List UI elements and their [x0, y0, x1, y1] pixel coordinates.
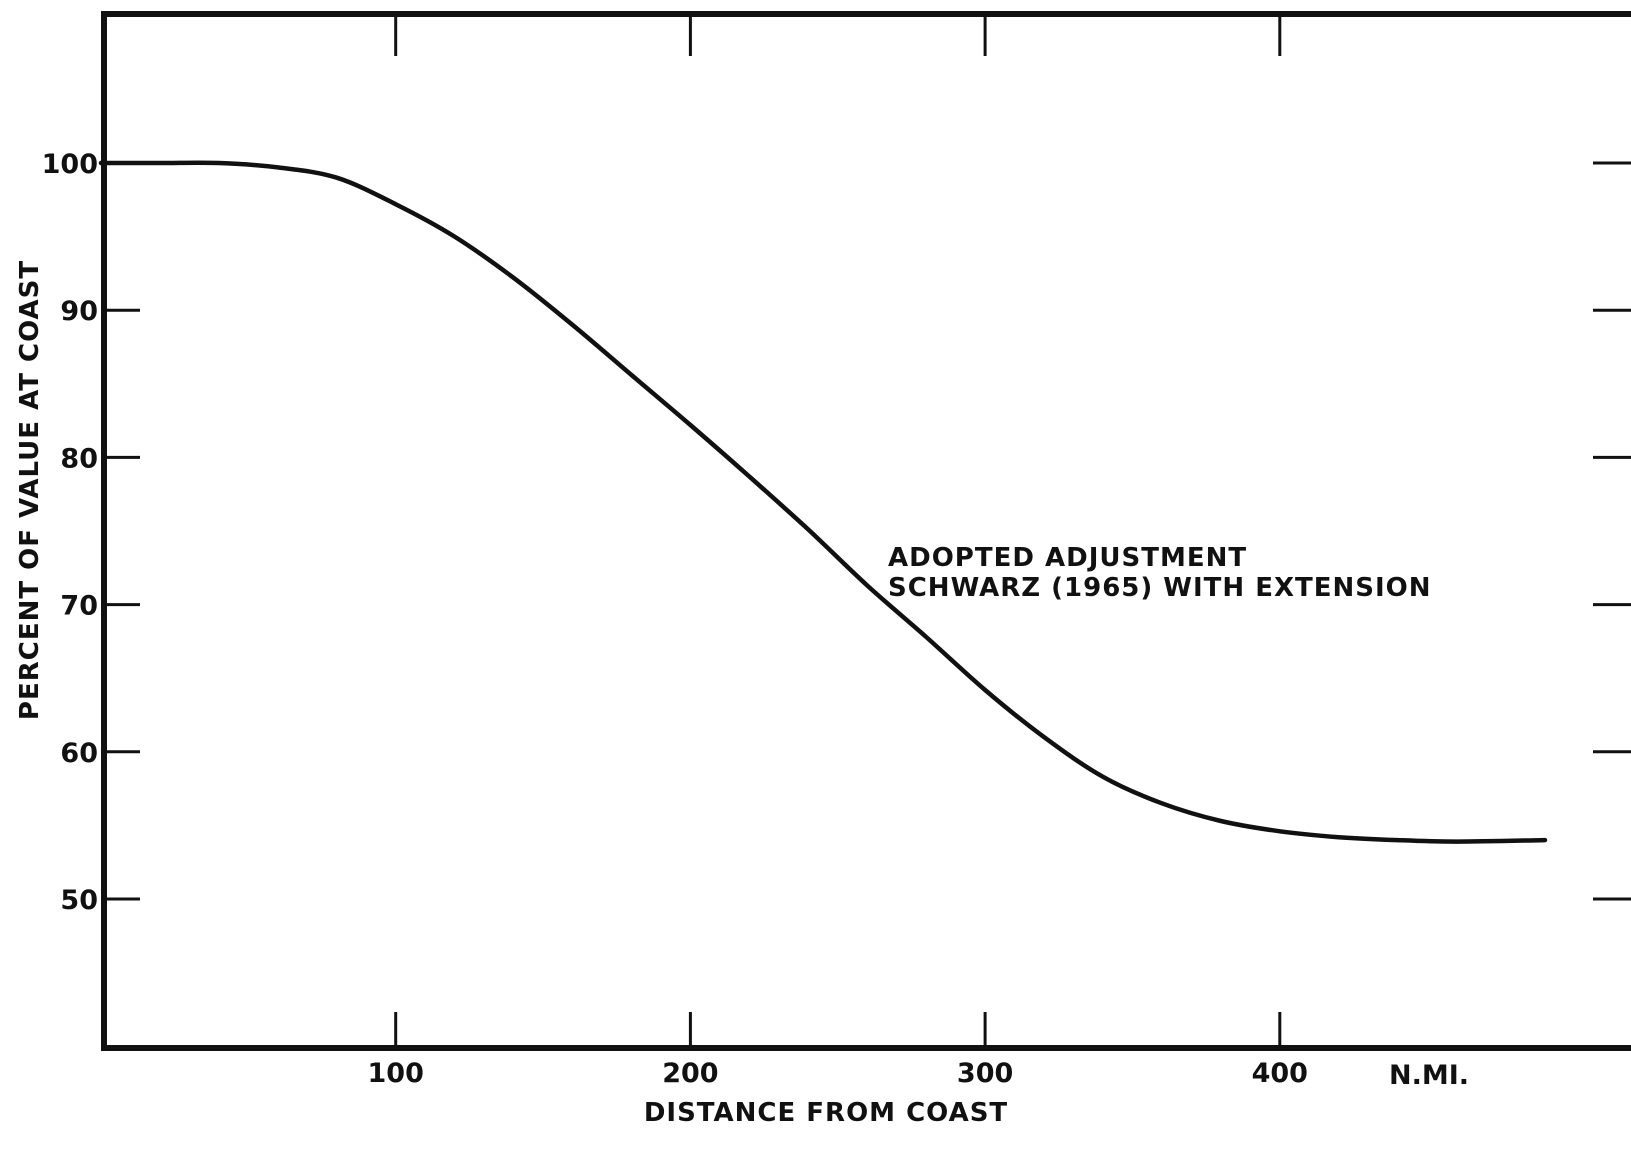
y-tick-label: 100	[42, 149, 98, 180]
series-line	[98, 160, 1548, 844]
y-tick-label: 80	[60, 443, 98, 474]
y-tick-label: 50	[60, 885, 98, 916]
y-tick-label: 60	[60, 738, 98, 769]
x-tick-label: 100	[368, 1058, 424, 1089]
annotation-line-2: SCHWARZ (1965) WITH EXTENSION	[888, 573, 1432, 603]
x-tick-label: 400	[1252, 1058, 1308, 1089]
tick-labels: 100 200 300 400 50 60 70 80 90 100	[42, 149, 1308, 1089]
y-tick-label: 90	[60, 296, 98, 327]
y-tick-label: 70	[60, 591, 98, 622]
y-axis-title: PERCENT OF VALUE AT COAST	[15, 260, 45, 720]
x-tick-label: 200	[662, 1058, 718, 1089]
annotation-line-1: ADOPTED ADJUSTMENT	[888, 543, 1247, 573]
x-axis-title: DISTANCE FROM COAST	[644, 1098, 1008, 1128]
x-tick-label: 300	[957, 1058, 1013, 1089]
plot-frame	[101, 11, 1631, 1051]
x-unit-label: N.MI.	[1389, 1060, 1469, 1091]
axis-ticks	[104, 14, 1631, 1048]
